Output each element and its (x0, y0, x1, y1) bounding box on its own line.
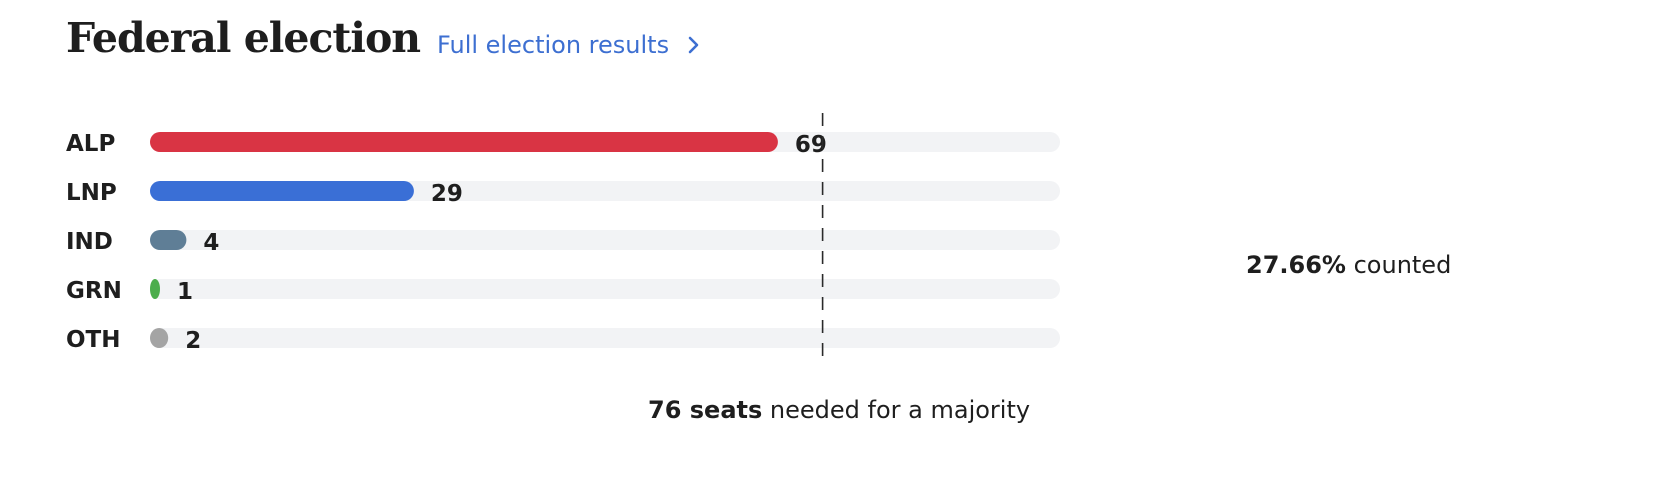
bar-lnp (150, 181, 414, 201)
value-label-oth: 2 (185, 328, 201, 354)
bar-grn (150, 279, 160, 299)
page-title: Federal election (66, 14, 421, 62)
party-label-oth: OTH (66, 327, 121, 353)
value-label-grn: 1 (177, 279, 193, 305)
majority-note: 76 seats needed for a majority (648, 396, 1030, 424)
counted-percent: 27.66% (1246, 251, 1346, 279)
full-results-link[interactable]: Full election results (437, 31, 703, 59)
party-label-alp: ALP (66, 131, 115, 157)
majority-text: needed for a majority (762, 396, 1031, 424)
bar-track-ind (150, 230, 1060, 250)
party-label-lnp: LNP (66, 180, 117, 206)
bar-ind (150, 230, 187, 250)
majority-seats: 76 seats (648, 396, 763, 424)
counted-status: 27.66% counted (1246, 251, 1451, 279)
bar-oth (150, 328, 169, 348)
party-label-grn: GRN (66, 278, 122, 304)
bar-alp (150, 132, 778, 152)
full-results-link-label: Full election results (437, 31, 670, 59)
bar-track-grn (150, 279, 1060, 299)
value-label-alp: 69 (795, 132, 827, 158)
bar-track-oth (150, 328, 1060, 348)
party-label-ind: IND (66, 229, 113, 255)
value-label-lnp: 29 (431, 181, 463, 207)
value-label-ind: 4 (203, 230, 219, 256)
chevron-right-icon (688, 36, 699, 54)
counted-text: counted (1345, 251, 1452, 279)
